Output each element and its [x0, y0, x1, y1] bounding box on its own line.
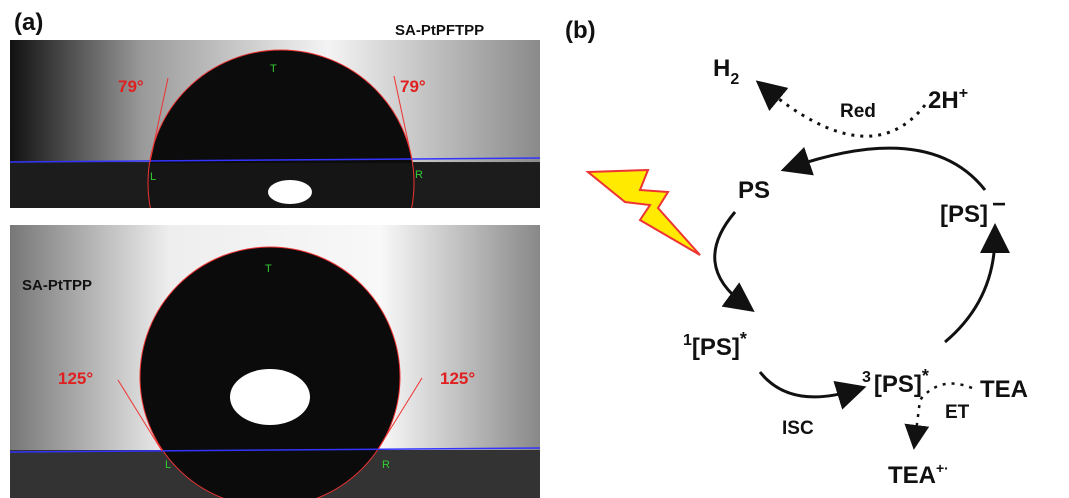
text: TEA [888, 462, 936, 489]
marker: T [265, 263, 272, 275]
text: [PS] [940, 201, 988, 228]
superscript: − [992, 191, 1006, 218]
photo [10, 40, 540, 208]
superscript: * [740, 329, 747, 349]
step-label: Red [840, 101, 876, 122]
angle: 79° [118, 77, 144, 96]
panel-label: (b) [565, 17, 596, 44]
subscript: 2 [730, 71, 739, 88]
photo [10, 225, 540, 498]
marker: L [150, 171, 156, 183]
arrows [713, 80, 1010, 450]
species: TEA [980, 376, 1028, 403]
panel-label: (a) [14, 9, 43, 36]
marker: T [270, 63, 277, 75]
marker: R [415, 169, 423, 181]
sample-name: SA-PtTPP [22, 277, 92, 294]
angle: 79° [400, 77, 426, 96]
step-label: ET [945, 402, 970, 423]
light-icon [585, 168, 701, 256]
angle: 125° [58, 369, 93, 388]
text: 2H [928, 87, 959, 114]
sample-name: SA-PtPFTPP [395, 22, 484, 39]
text: [PS] [874, 371, 922, 398]
species: H2 [713, 55, 739, 88]
species: [PS] − [940, 191, 1006, 228]
species: 2H+ [928, 85, 968, 114]
species: PS [738, 177, 770, 204]
species: TEA+· [888, 460, 949, 489]
superscript: * [922, 366, 929, 386]
superscript: +· [936, 460, 949, 476]
marker: R [382, 459, 390, 471]
text: H [713, 55, 730, 82]
species: 3 [PS]* [862, 366, 929, 398]
prefix: 1 [683, 332, 692, 349]
marker: L [165, 459, 171, 471]
text: [PS] [692, 334, 740, 361]
species: 1[PS]* [683, 329, 747, 361]
superscript: + [959, 85, 968, 102]
step-label: ISC [782, 418, 814, 439]
prefix: 3 [862, 369, 871, 386]
angle: 125° [440, 369, 475, 388]
